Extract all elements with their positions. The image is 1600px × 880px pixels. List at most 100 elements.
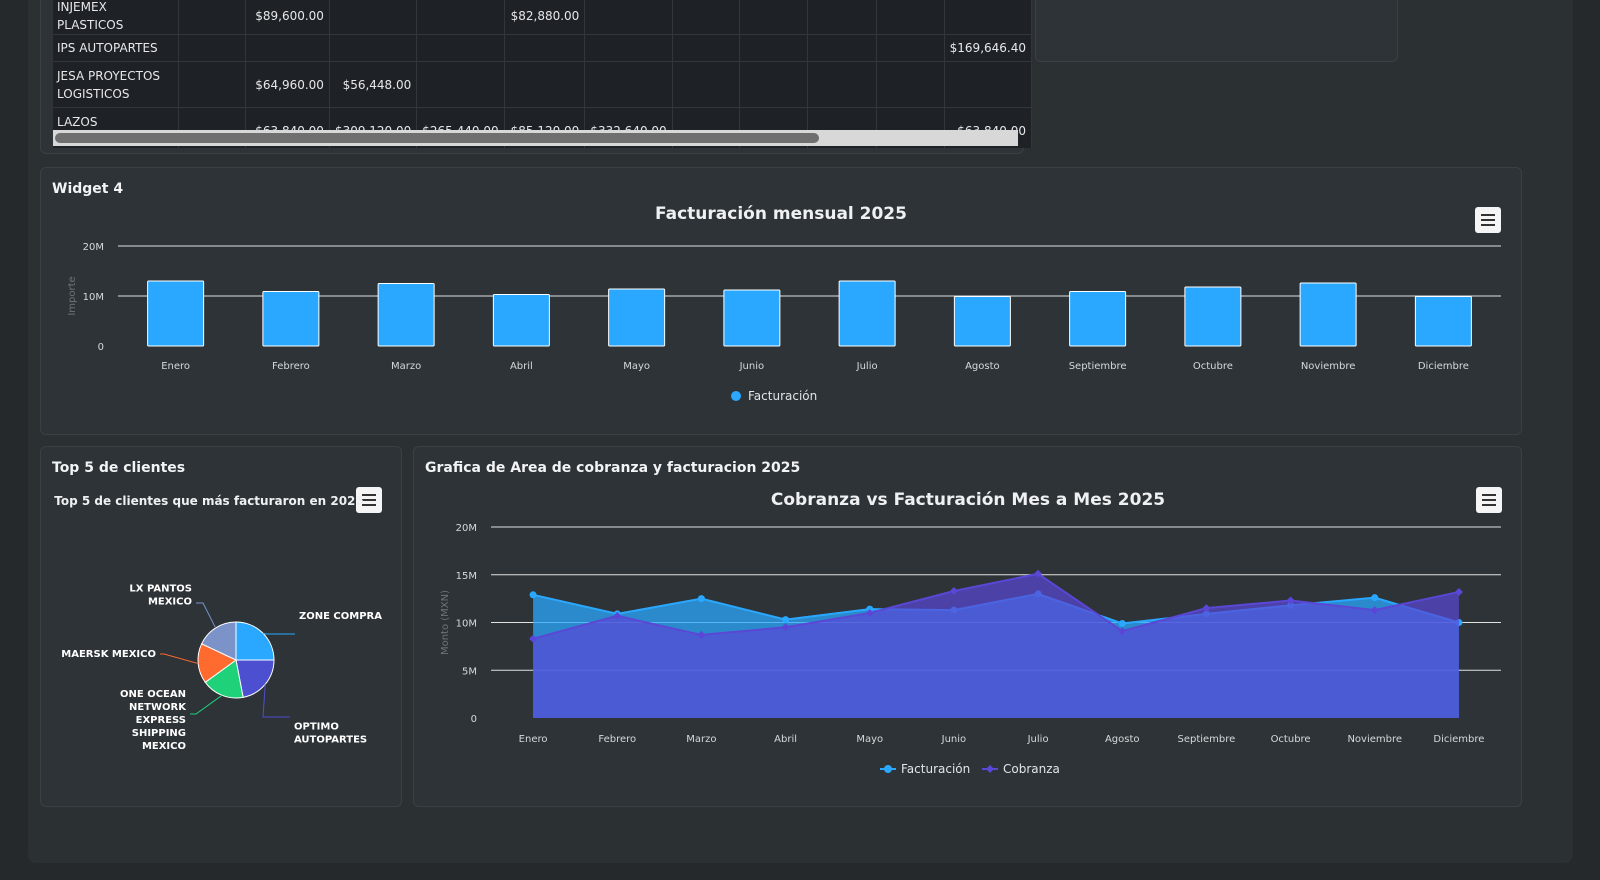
chart-title: Facturación mensual 2025 <box>655 204 907 224</box>
amount-cell <box>739 34 809 62</box>
amount-cell: $64,960.00 <box>245 61 330 108</box>
bar-mayo <box>608 288 666 347</box>
legend-label: Facturación <box>901 762 970 776</box>
amount-cell <box>178 0 247 35</box>
pie-label: LX PANTOS MEXICO <box>129 584 192 608</box>
point <box>613 611 622 620</box>
pie-slice <box>204 659 244 699</box>
amount-cell <box>876 34 945 62</box>
x-tick-label: Marzo <box>686 734 716 745</box>
amount-cell <box>672 34 741 62</box>
bar-abril <box>492 294 550 347</box>
amount-cell <box>876 61 945 108</box>
chart-title: Cobranza vs Facturación Mes a Mes 2025 <box>771 490 1165 510</box>
chart-menu-button[interactable] <box>1476 487 1502 513</box>
area-chart-card: Grafica de Area de cobranza y facturacio… <box>413 446 1522 807</box>
y-tick-label: 10M <box>83 292 104 303</box>
y-tick-label: 15M <box>456 571 477 582</box>
amount-cell <box>739 61 809 108</box>
amount-cell <box>416 61 505 108</box>
bar-junio <box>723 289 781 347</box>
pie-connector <box>262 684 290 718</box>
point <box>697 595 705 603</box>
x-tick-label: Octubre <box>1271 734 1311 745</box>
amount-cell <box>807 0 878 35</box>
amount-cell <box>504 61 586 108</box>
hamburger-icon <box>362 494 376 496</box>
amount-cell: $56,448.00 <box>329 61 418 108</box>
chart-menu-button[interactable] <box>1475 207 1501 233</box>
clients-table-grid: INJEMEX PLASTICOS $89,600.00 $82,880.00 IPS… <box>53 0 1032 148</box>
x-tick-label: Agosto <box>965 361 1000 372</box>
point <box>782 616 790 624</box>
table-row: JESA PROYECTOS LOGISTICOS $64,960.00 $56,4… <box>53 61 1032 108</box>
area-chart-card-title: Grafica de Area de cobranza y facturacio… <box>425 460 801 476</box>
pie-connector <box>160 653 199 665</box>
point <box>1118 619 1126 627</box>
amount-cell <box>416 34 505 62</box>
x-tick-label: Enero <box>519 734 548 745</box>
x-tick-label: Febrero <box>272 361 310 372</box>
point <box>697 630 706 639</box>
point <box>1202 604 1211 613</box>
client-name-cell: IPS AUTOPARTES <box>53 34 179 62</box>
bar-diciembre <box>1414 296 1472 347</box>
amount-cell <box>944 61 1032 108</box>
bar-enero <box>147 280 205 347</box>
legend-label: Cobranza <box>1003 762 1060 776</box>
x-tick-label: Junio <box>941 734 967 745</box>
amount-cell <box>807 61 878 108</box>
pie-slice <box>200 621 237 661</box>
x-tick-label: Diciembre <box>1418 361 1469 372</box>
amount-cell <box>178 34 247 62</box>
y-tick-label: 0 <box>471 714 477 725</box>
amount-cell <box>329 0 418 35</box>
point <box>949 586 958 595</box>
amount-cell <box>584 34 673 62</box>
amount-cell <box>584 0 673 35</box>
amount-cell <box>329 34 418 62</box>
amount-cell: $89,600.00 <box>245 0 330 35</box>
amount-cell <box>178 61 247 108</box>
x-tick-label: Febrero <box>598 734 636 745</box>
pie-slice <box>235 621 275 661</box>
amount-cell <box>245 34 330 62</box>
chart-menu-button[interactable] <box>356 487 382 513</box>
pie-connector <box>190 694 223 715</box>
client-name-cell: INJEMEX PLASTICOS <box>53 0 179 35</box>
pie-label: ONE OCEAN NETWORK EXPRESS SHIPPING MEXICO <box>120 689 187 752</box>
x-tick-label: Mayo <box>623 361 650 372</box>
point <box>1286 596 1295 605</box>
scrollbar-thumb[interactable] <box>55 133 819 143</box>
top5-pie-chart: Top 5 de clientes que más facturaron en … <box>54 494 382 752</box>
pie-label: OPTIMO AUTOPARTES <box>294 722 367 746</box>
monthly-billing-chart: Facturación mensual 2025 0 10M 20M Importe En… <box>67 204 1501 403</box>
table-row: IPS AUTOPARTES $169,646.40 <box>53 34 1032 62</box>
widget4-title: Widget 4 <box>52 181 124 197</box>
y-tick-label: 0 <box>98 342 104 353</box>
hamburger-icon <box>1482 494 1496 496</box>
point <box>781 623 790 632</box>
x-tick-label: Marzo <box>391 361 421 372</box>
y-tick-label: 20M <box>456 523 477 534</box>
client-name-cell: JESA PROYECTOS LOGISTICOS <box>53 61 179 108</box>
widget4-card: Widget 4 Facturación mensual 2025 0 10M 20M… <box>40 167 1522 435</box>
amount-cell <box>876 0 945 35</box>
x-tick-label: Julio <box>856 361 878 372</box>
pie-connector <box>262 632 295 635</box>
point <box>529 591 537 599</box>
point <box>1034 569 1043 578</box>
amount-cell <box>672 0 741 35</box>
point <box>1454 587 1463 596</box>
bar-febrero <box>262 291 320 347</box>
x-tick-label: Noviembre <box>1301 361 1356 372</box>
y-axis-label: Monto (MXN) <box>440 590 451 655</box>
hamburger-icon <box>1481 214 1495 216</box>
top5-title: Top 5 de clientes <box>52 460 186 476</box>
y-axis-label: Importe <box>67 276 78 315</box>
x-tick-label: Mayo <box>856 734 883 745</box>
bar-marzo <box>377 283 435 347</box>
x-tick-label: Septiembre <box>1177 734 1235 745</box>
amount-cell <box>672 61 741 108</box>
table-horizontal-scrollbar[interactable] <box>53 130 1018 146</box>
